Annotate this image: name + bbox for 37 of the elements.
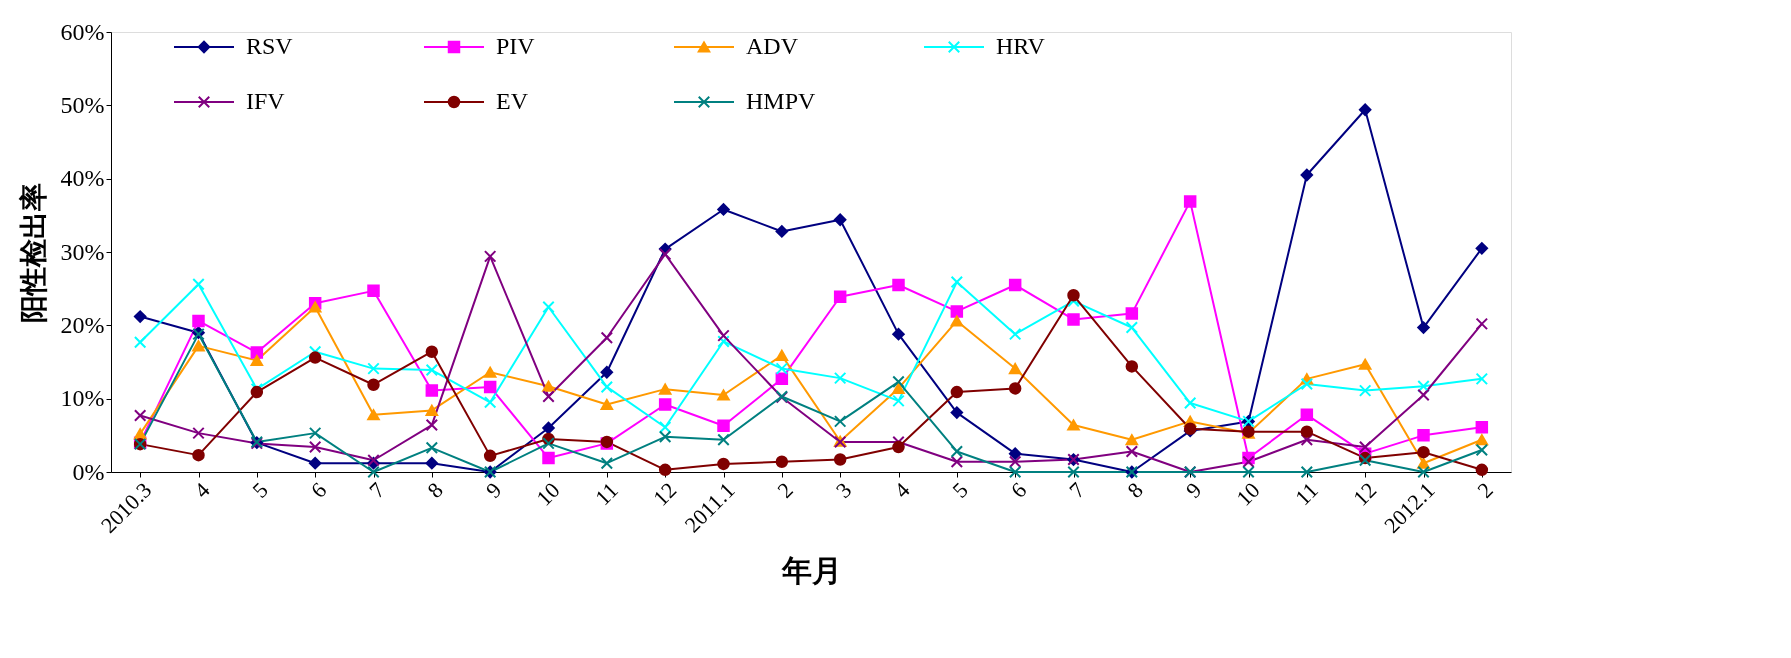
legend-label: IFV bbox=[246, 88, 286, 114]
y-tick-label: 40% bbox=[60, 165, 105, 192]
legend-label: RSV bbox=[246, 33, 294, 59]
x-tick-label: 7 bbox=[364, 477, 390, 503]
x-tick-label: 2 bbox=[1472, 477, 1498, 503]
y-tick-label: 60% bbox=[60, 18, 105, 45]
x-tick-label: 10 bbox=[1231, 477, 1265, 511]
y-tick-label: 30% bbox=[60, 238, 105, 265]
x-tick-label: 8 bbox=[422, 477, 448, 503]
y-tick-label: 50% bbox=[60, 91, 105, 118]
x-tick-label: 4 bbox=[889, 477, 915, 503]
x-tick-label: 10 bbox=[531, 477, 565, 511]
y-axis-title: 阳性检出率 bbox=[17, 182, 49, 323]
x-tick-label: 5 bbox=[247, 477, 273, 503]
x-tick-label: 4 bbox=[189, 477, 215, 503]
x-tick-label: 6 bbox=[305, 477, 332, 503]
x-tick-label: 3 bbox=[830, 477, 857, 503]
legend-label: HRV bbox=[996, 33, 1046, 59]
legend-label: PIV bbox=[496, 33, 536, 59]
x-tick-label: 7 bbox=[1064, 477, 1090, 503]
x-tick-label: 11 bbox=[1290, 477, 1323, 511]
x-tick-label: 12 bbox=[647, 477, 682, 511]
x-tick-label: 9 bbox=[480, 477, 507, 503]
legend-label: ADV bbox=[746, 33, 799, 59]
y-tick-label: 10% bbox=[60, 385, 105, 412]
x-tick-label: 9 bbox=[1180, 477, 1207, 503]
x-tick-label: 6 bbox=[1005, 477, 1032, 503]
legend-label: EV bbox=[496, 88, 529, 114]
legend-label: HMPV bbox=[746, 88, 817, 114]
x-tick-label: 2 bbox=[772, 477, 798, 503]
x-tick-label: 12 bbox=[1347, 477, 1382, 511]
x-tick-label: 5 bbox=[947, 477, 973, 503]
y-tick-label: 20% bbox=[60, 311, 105, 338]
x-tick-label: 11 bbox=[590, 477, 623, 511]
x-axis-title: 年月 bbox=[780, 554, 842, 588]
x-tick-label: 8 bbox=[1122, 477, 1148, 503]
y-tick-label: 0% bbox=[72, 458, 105, 485]
